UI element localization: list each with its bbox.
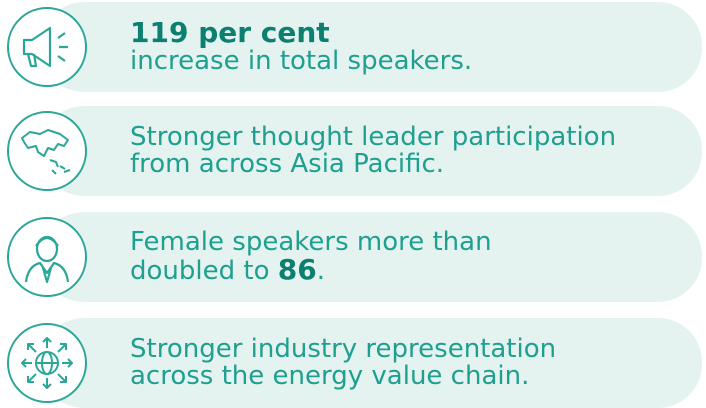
- text: Female speakers more than: [130, 227, 492, 257]
- text-line: from across Asia Pacific.: [130, 151, 616, 178]
- text-line: Stronger industry representation: [130, 336, 556, 363]
- item: Stronger thought leader participation fro…: [0, 106, 706, 196]
- text-line: Stronger thought leader participation: [130, 124, 616, 151]
- pill: [40, 106, 702, 196]
- pill: [40, 212, 702, 302]
- text: from across Asia Pacific.: [130, 149, 445, 179]
- item: Stronger industry representation across t…: [0, 318, 706, 408]
- text: increase in total speakers.: [130, 46, 473, 76]
- item: 119 per cent increase in total speakers.: [0, 2, 706, 92]
- item-text: 119 per cent increase in total speakers.: [130, 19, 472, 75]
- text-line: 119 per cent: [130, 19, 472, 48]
- item-text: Stronger industry representation across t…: [130, 336, 556, 390]
- text: across the energy value chain.: [130, 361, 530, 391]
- megaphone-icon: [7, 7, 87, 87]
- text: Stronger thought leader participation: [130, 122, 617, 152]
- person-icon: [7, 217, 87, 297]
- text-line: increase in total speakers.: [130, 48, 472, 75]
- text-line: across the energy value chain.: [130, 363, 556, 390]
- text: .: [316, 256, 325, 286]
- text-line: Female speakers more than: [130, 229, 492, 256]
- pill: [40, 318, 702, 408]
- globe-icon: [7, 323, 87, 403]
- highlight: 86: [277, 253, 317, 286]
- item-text: Female speakers more than doubled to 86.: [130, 229, 492, 285]
- map-icon: [7, 111, 87, 191]
- text: Stronger industry representation: [130, 334, 557, 364]
- item: Female speakers more than doubled to 86.: [0, 212, 706, 302]
- text: doubled to: [130, 256, 278, 286]
- pill: [40, 2, 702, 92]
- item-text: Stronger thought leader participation fro…: [130, 124, 616, 178]
- text-line: doubled to 86.: [130, 256, 492, 285]
- highlight: 119 per cent: [130, 16, 330, 49]
